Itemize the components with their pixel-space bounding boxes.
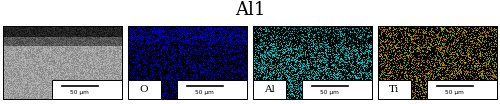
Text: 50 μm: 50 μm [196, 90, 214, 95]
Text: Al: Al [264, 85, 274, 94]
Text: 50 μm: 50 μm [446, 90, 464, 95]
Bar [52, 80, 122, 99]
Text: Ti: Ti [389, 85, 400, 94]
Text: 50 μm: 50 μm [320, 90, 340, 95]
Bar [252, 80, 286, 99]
Text: Al1: Al1 [235, 1, 265, 19]
Text: 50 μm: 50 μm [70, 90, 90, 95]
Bar [128, 80, 161, 99]
Bar [428, 80, 496, 99]
Text: O: O [140, 85, 148, 94]
Bar [378, 80, 411, 99]
Bar [302, 80, 372, 99]
Bar [178, 80, 246, 99]
